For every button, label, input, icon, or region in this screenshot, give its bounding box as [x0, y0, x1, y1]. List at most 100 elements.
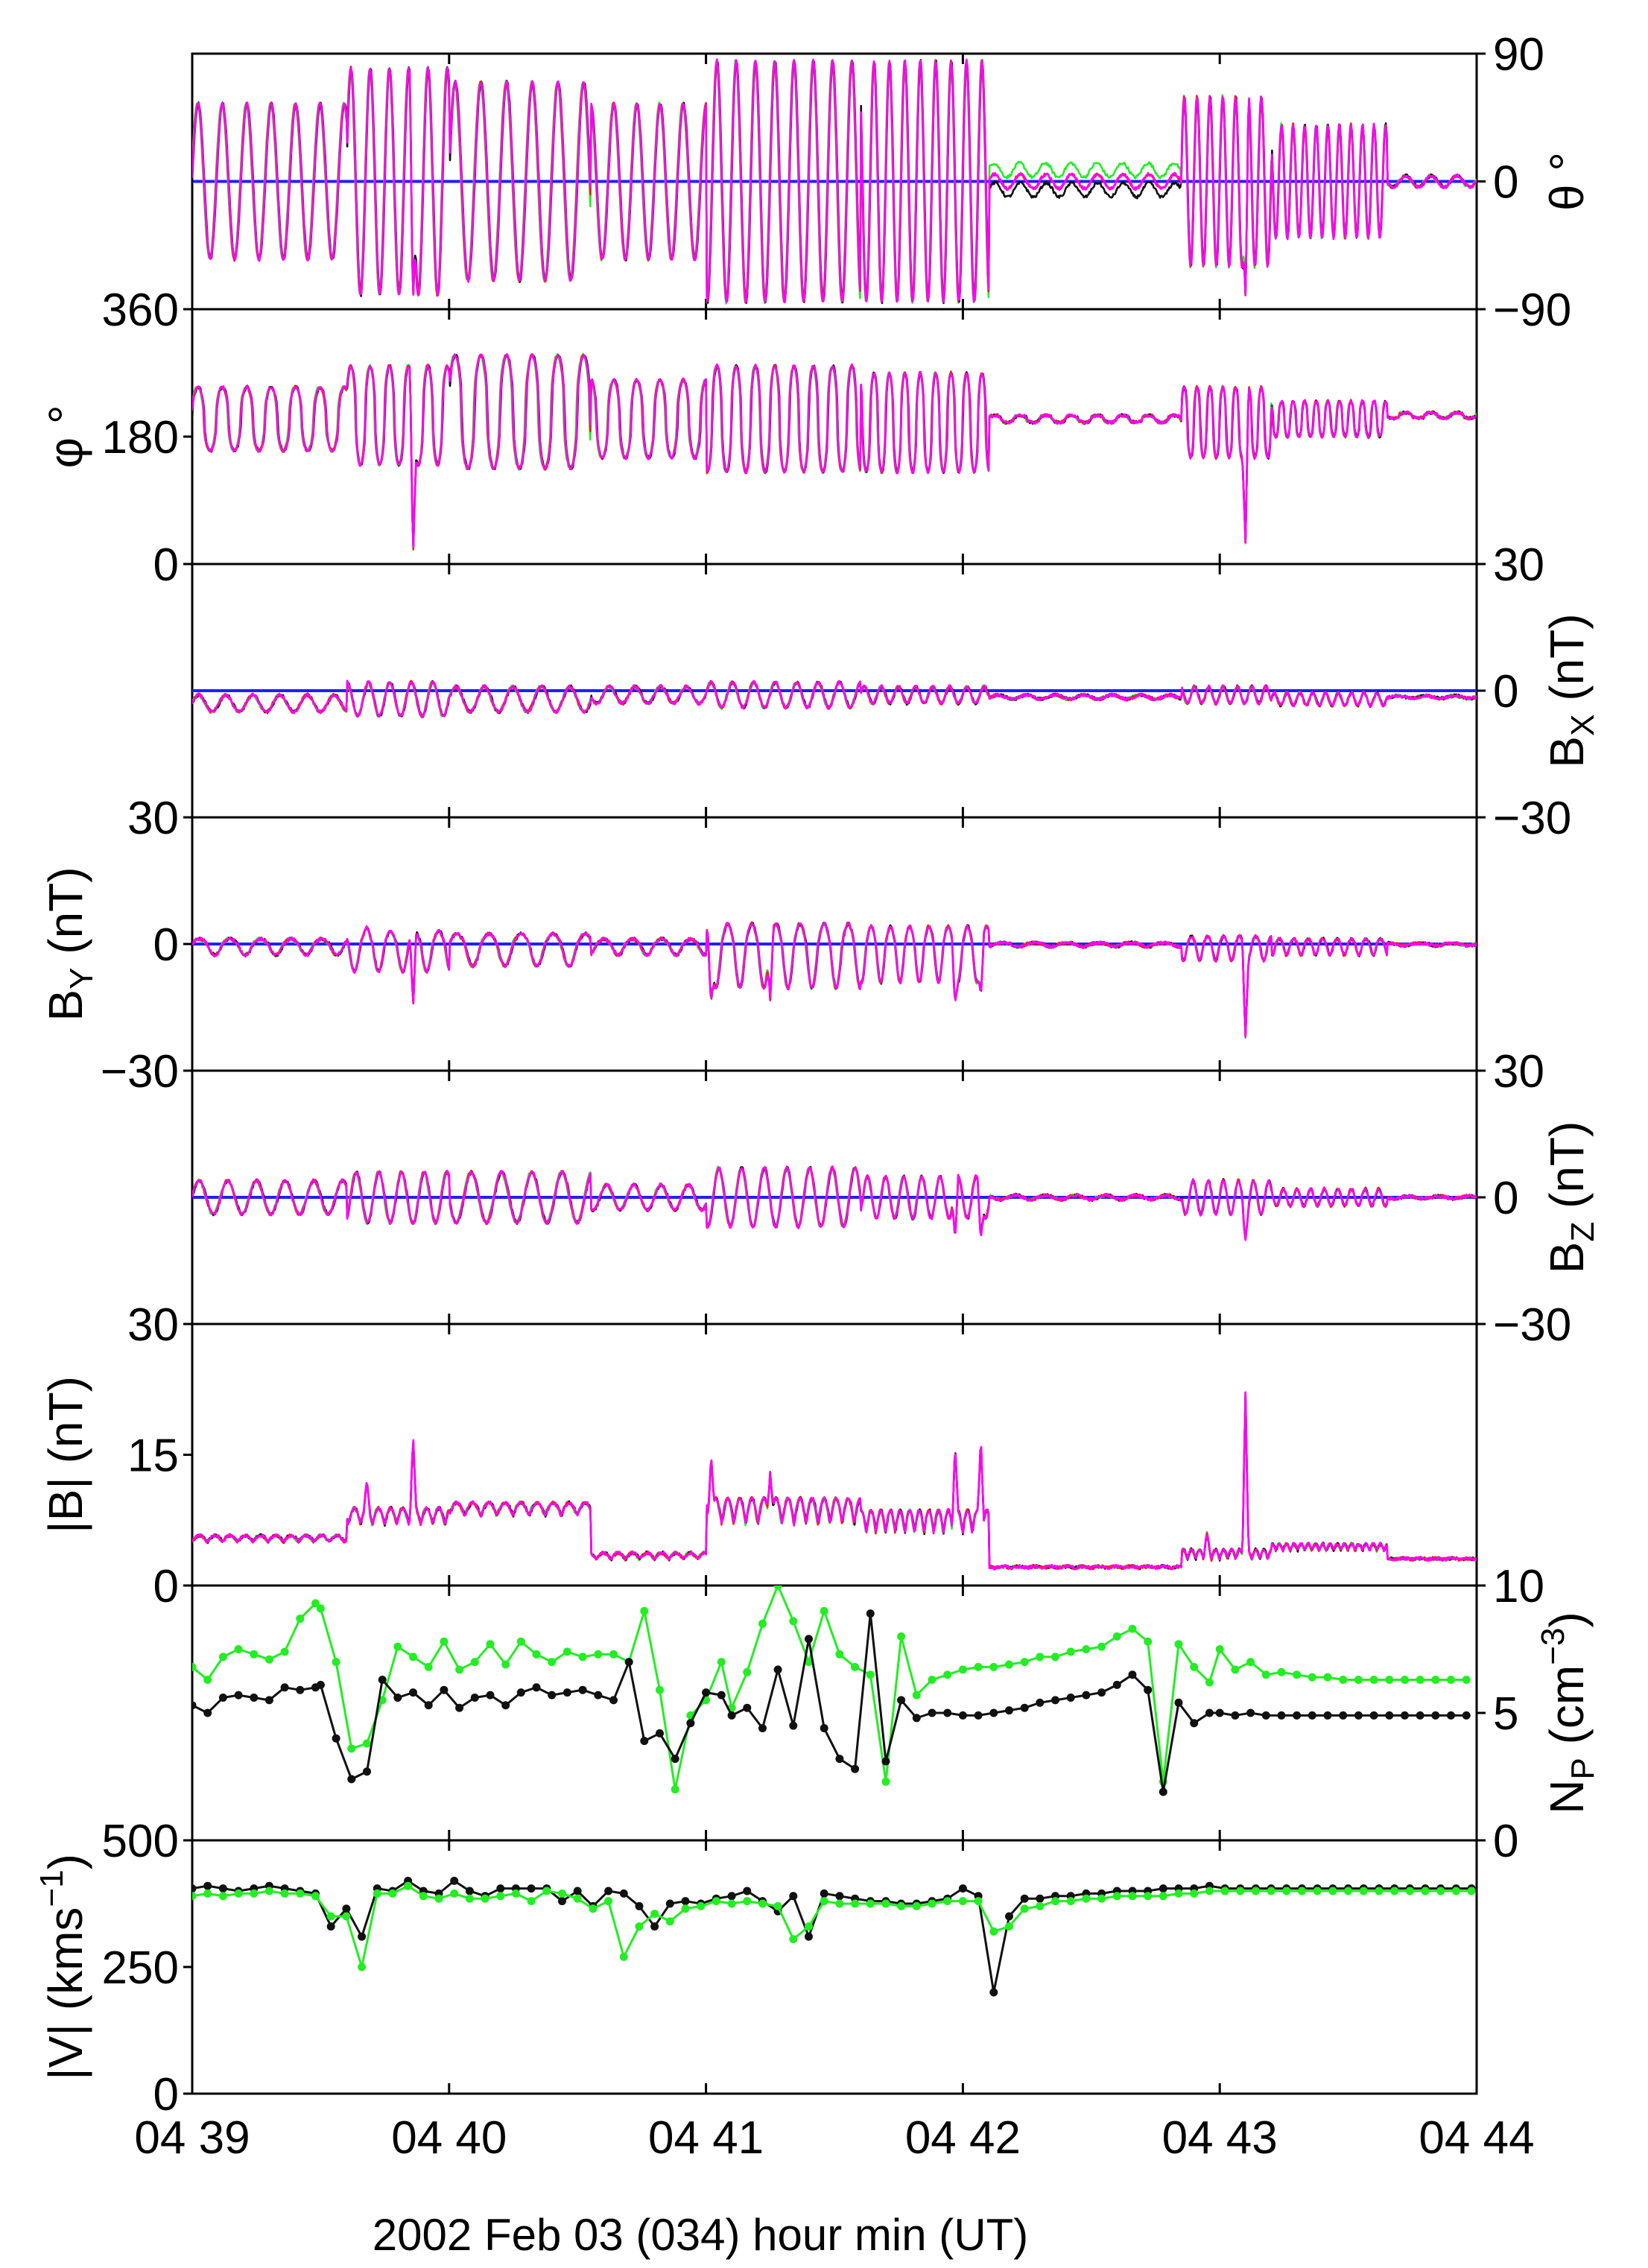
data-point-black [548, 1691, 557, 1700]
data-point-black [1231, 1711, 1240, 1720]
data-point-black [665, 1899, 674, 1908]
data-point-green [1020, 1904, 1029, 1913]
data-point-black [1277, 1711, 1286, 1720]
data-point-black [1246, 1708, 1255, 1717]
x-tick-label: 04 39 [134, 2112, 250, 2164]
axis-label-np: NP (cm−3) [1535, 1612, 1601, 1814]
y-tick-label: −90 [1493, 285, 1571, 336]
data-point-green [974, 1662, 983, 1671]
data-point-green [589, 1904, 598, 1913]
panel-v: 500 250 0 0 |V| (kms−1) [34, 1816, 1518, 2120]
data-point-green [897, 1632, 906, 1641]
data-point-green [681, 1904, 690, 1913]
data-point-black [516, 1688, 525, 1697]
data-point-green [1005, 1922, 1013, 1931]
data-point-green [881, 1899, 890, 1908]
data-point-green [928, 1899, 936, 1908]
data-point-green [1215, 1645, 1224, 1653]
panel-bx: 30 0 0 BX (nT) [153, 539, 1601, 819]
trace-magenta [192, 352, 1477, 548]
data-point-black [851, 1764, 860, 1773]
data-point-black [496, 1884, 505, 1893]
data-point-black [989, 1988, 998, 1997]
axis-label-bmag: |B| (nT) [39, 1376, 92, 1533]
data-point-green [1174, 1889, 1183, 1898]
data-point-black [881, 1757, 890, 1766]
data-point-black [1205, 1708, 1214, 1717]
data-point-black [619, 1889, 628, 1898]
data-point-black [897, 1696, 906, 1705]
data-point-black [450, 1876, 459, 1885]
data-point-black [1159, 1884, 1167, 1893]
data-point-green [1385, 1676, 1394, 1684]
traces-bz [192, 1165, 1477, 1241]
y-tick-label: −30 [1493, 1299, 1571, 1351]
data-point-green [1313, 1887, 1322, 1895]
data-point-green [773, 1586, 782, 1590]
data-point-black [1112, 1680, 1121, 1689]
data-point-green [1220, 1887, 1229, 1895]
data-point-green [743, 1667, 752, 1676]
data-point-black [1431, 1711, 1440, 1720]
data-point-black [1066, 1694, 1075, 1702]
data-point-black [805, 1932, 813, 1941]
data-point-green [1359, 1887, 1368, 1895]
data-point-green [250, 1889, 259, 1898]
data-point-green [1112, 1632, 1121, 1641]
data-point-black [234, 1691, 243, 1700]
data-point-green [234, 1889, 243, 1898]
traces-phi [192, 352, 1477, 551]
data-point-green [1190, 1889, 1199, 1898]
data-point-green [650, 1910, 659, 1919]
traces-by [192, 921, 1477, 1039]
data-point-green [404, 1881, 413, 1890]
data-point-black [1128, 1670, 1137, 1679]
y-tick-label: 250 [102, 1942, 179, 1994]
data-point-green [532, 1650, 541, 1659]
data-point-black [250, 1694, 259, 1702]
data-point-green [511, 1889, 520, 1898]
data-point-black [1082, 1691, 1091, 1700]
data-point-green [835, 1650, 844, 1659]
x-tick-label: 04 44 [1419, 2112, 1534, 2164]
data-point-black [773, 1665, 782, 1674]
data-point-green [363, 1739, 371, 1748]
data-point-green [234, 1645, 243, 1653]
data-point-black [470, 1694, 479, 1702]
data-point-green [835, 1899, 844, 1908]
data-point-black [1339, 1711, 1348, 1720]
data-point-green [373, 1889, 381, 1898]
y-tick-label: −30 [1493, 793, 1571, 844]
data-point-green [1293, 1670, 1302, 1679]
data-point-green [758, 1899, 767, 1908]
data-point-black [681, 1897, 690, 1906]
y-tick-label: 30 [127, 793, 179, 844]
data-point-black [1020, 1894, 1029, 1903]
data-point-black [1323, 1711, 1332, 1720]
data-point-green [1112, 1892, 1121, 1901]
data-point-black [455, 1703, 464, 1712]
data-point-green [866, 1670, 875, 1679]
y-tick-label: 360 [102, 285, 179, 336]
data-point-green [388, 1889, 397, 1898]
data-point-black [958, 1711, 967, 1720]
data-point-green [665, 1917, 674, 1926]
data-point-green [897, 1901, 906, 1910]
data-point-green [542, 1887, 551, 1895]
data-point-green [316, 1604, 325, 1613]
data-point-green [1267, 1887, 1275, 1895]
data-point-black [532, 1683, 541, 1692]
axis-label-v: |V| (kms−1) [34, 1854, 92, 2080]
data-point-black [671, 1755, 679, 1764]
data-point-green [1144, 1637, 1153, 1646]
data-point-black [573, 1887, 582, 1895]
trace-magenta [192, 1391, 1477, 1571]
y-tick-label: 5 [1493, 1688, 1518, 1740]
y-tick-label: 0 [1493, 1816, 1518, 1867]
panel-bz: 30 0 −30 BZ (nT) [101, 1046, 1601, 1325]
data-point-green [573, 1894, 582, 1903]
data-point-green [548, 1658, 557, 1667]
traces-bx [192, 680, 1477, 719]
